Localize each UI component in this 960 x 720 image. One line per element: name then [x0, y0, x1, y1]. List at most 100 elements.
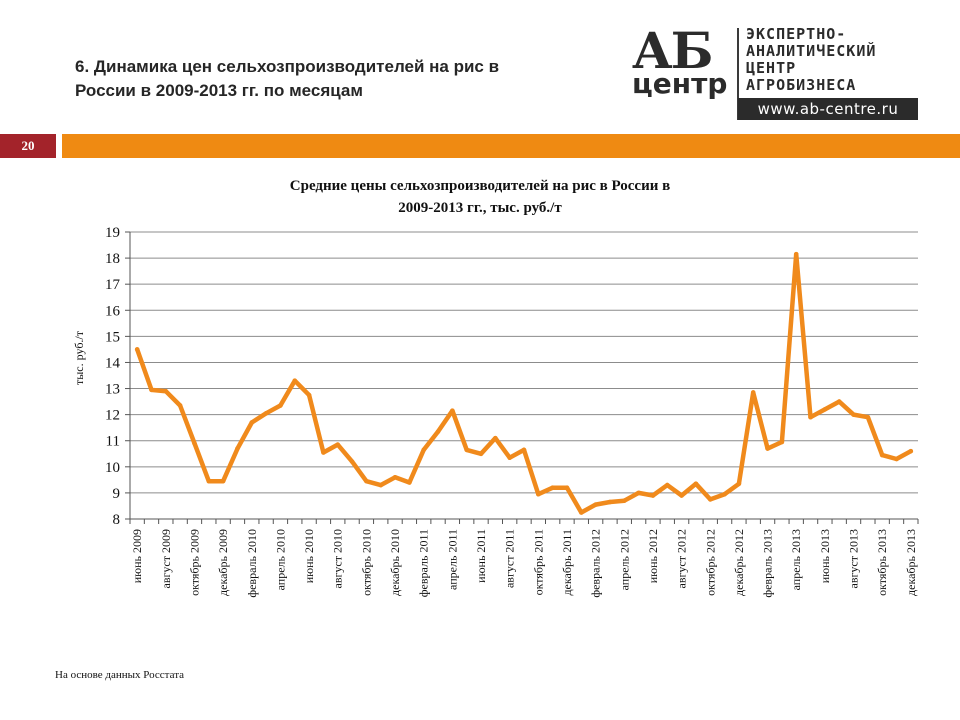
- data-point: [879, 452, 885, 458]
- data-point: [421, 447, 427, 453]
- data-point: [707, 497, 713, 502]
- y-tick-label: 16: [105, 303, 121, 319]
- chart-title-line-1: Средние цены сельхозпроизводителей на ри…: [290, 178, 670, 194]
- data-point: [550, 485, 555, 490]
- logo-line: АГРОБИЗНЕСА: [746, 76, 857, 94]
- data-point: [736, 481, 742, 487]
- x-tick-label: август 2013: [847, 529, 861, 588]
- data-point: [163, 388, 169, 394]
- data-point: [493, 435, 498, 441]
- data-point: [621, 498, 627, 504]
- data-point: [894, 456, 899, 462]
- x-tick-label: декабрь 2011: [560, 529, 574, 596]
- y-tick-label: 9: [113, 486, 121, 502]
- chart-title-line-2: 2009-2013 гг., тыс. руб./т: [398, 200, 562, 216]
- y-tick-label: 12: [105, 408, 120, 424]
- data-point: [149, 387, 154, 393]
- data-point: [664, 482, 670, 488]
- source-footnote: На основе данных Росстата: [55, 669, 185, 681]
- y-tick-label: 18: [105, 251, 120, 267]
- x-tick-label: август 2011: [503, 529, 517, 588]
- x-tick-label: апрель 2013: [789, 529, 803, 590]
- logo-text-block: ЭКСПЕРТНО- АНАЛИТИЧЕСКИЙ ЦЕНТР АГРОБИЗНЕ…: [746, 26, 876, 94]
- y-tick-label: 13: [105, 382, 120, 398]
- data-point: [822, 407, 828, 412]
- data-point: [349, 459, 355, 464]
- x-tick-label: июнь 2009: [130, 529, 144, 583]
- data-point: [134, 347, 140, 352]
- data-point: [808, 414, 813, 420]
- data-point: [407, 480, 412, 485]
- data-point: [220, 478, 226, 484]
- y-tick-label: 19: [105, 225, 120, 241]
- data-point: [507, 455, 512, 460]
- y-tick-label: 11: [106, 434, 120, 450]
- data-point: [607, 499, 613, 505]
- data-point: [249, 420, 255, 425]
- data-point: [235, 446, 240, 451]
- data-point: [321, 450, 326, 455]
- data-point: [450, 408, 455, 414]
- data-point: [593, 502, 598, 507]
- x-tick-label: август 2009: [159, 529, 173, 588]
- data-point: [750, 390, 756, 395]
- x-tick-label: июнь 2012: [646, 529, 660, 583]
- data-point: [177, 403, 183, 408]
- y-axis-label: тыс. руб./т: [72, 330, 86, 385]
- data-point: [650, 493, 656, 498]
- header-accent-bar: [62, 134, 960, 158]
- data-point: [192, 441, 197, 446]
- data-point: [851, 412, 856, 417]
- x-tick-label: август 2012: [675, 529, 689, 588]
- x-tick-label: февраль 2012: [589, 529, 603, 598]
- x-tick-label: апрель 2011: [445, 529, 459, 590]
- x-tick-label: октябрь 2013: [875, 529, 889, 596]
- x-tick-label: октябрь 2010: [359, 529, 373, 596]
- x-tick-label: июнь 2010: [302, 529, 316, 583]
- page-number-badge: 20: [0, 134, 56, 158]
- ab-centre-logo: АБ центр ЭКСПЕРТНО- АНАЛИТИЧЕСКИЙ ЦЕНТР …: [628, 24, 928, 124]
- data-point: [521, 447, 527, 453]
- x-tick-label: февраль 2013: [761, 529, 775, 598]
- series-line: [134, 251, 914, 515]
- data-point: [836, 399, 842, 404]
- data-point: [579, 510, 584, 515]
- x-tick-label: апрель 2010: [273, 529, 287, 590]
- data-point: [306, 392, 312, 398]
- data-point: [278, 403, 283, 408]
- data-point: [378, 482, 384, 488]
- slide-title: 6. Динамика цен сельхозпроизводителей на…: [75, 57, 500, 100]
- x-tick-label: июнь 2011: [474, 529, 488, 583]
- data-point: [478, 451, 484, 457]
- data-point: [679, 493, 684, 498]
- data-point: [693, 481, 699, 487]
- y-tick-label: 8: [113, 512, 121, 528]
- data-point: [364, 478, 369, 484]
- logo-line: ЭКСПЕРТНО-: [746, 25, 847, 43]
- data-point: [263, 411, 269, 416]
- data-point: [464, 447, 469, 453]
- logo-mark-center: центр: [632, 67, 728, 100]
- x-tick-label: февраль 2011: [417, 529, 431, 597]
- data-point: [865, 414, 871, 420]
- x-tick-label: октябрь 2012: [703, 529, 717, 596]
- x-tick-label: декабрь 2013: [904, 529, 918, 596]
- x-tick-label: декабрь 2009: [216, 529, 230, 596]
- x-tick-label: февраль 2010: [245, 529, 259, 598]
- x-tick-label: август 2010: [331, 529, 345, 588]
- y-tick-label: 10: [105, 460, 120, 476]
- data-point: [793, 251, 799, 257]
- x-tick-label: декабрь 2012: [732, 529, 746, 596]
- data-point: [765, 446, 770, 451]
- logo-mark-ab: АБ: [632, 21, 713, 80]
- x-tick-label: октябрь 2009: [187, 529, 201, 596]
- data-point: [564, 485, 570, 490]
- x-tick-label: октябрь 2011: [531, 529, 545, 595]
- y-tick-label: 15: [105, 329, 120, 345]
- data-point: [536, 491, 541, 497]
- data-point: [206, 478, 212, 484]
- x-tick-label: декабрь 2010: [388, 529, 402, 596]
- x-tick-label: апрель 2012: [617, 529, 631, 590]
- data-point: [292, 378, 298, 384]
